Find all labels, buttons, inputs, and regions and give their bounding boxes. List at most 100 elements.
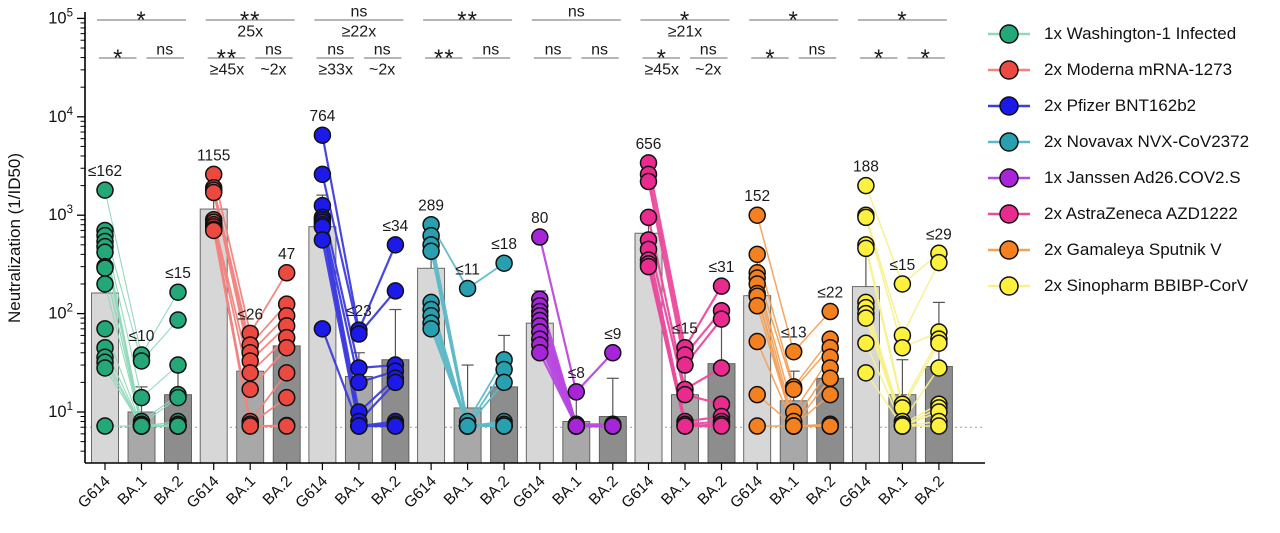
data-point bbox=[748, 245, 766, 264]
x-tick-label: BA.1 bbox=[658, 473, 694, 509]
x-tick-label: BA.2 bbox=[151, 473, 187, 509]
bar-value-label: ≤8 bbox=[568, 365, 585, 382]
bar-value-label: 1155 bbox=[197, 147, 230, 164]
data-point bbox=[169, 417, 187, 435]
bar-value-label: ≤26 bbox=[237, 306, 263, 323]
significance-symbol: * bbox=[680, 7, 690, 34]
legend-label: 2x Moderna mRNA-1273 bbox=[1044, 60, 1233, 79]
fold-change-label: ≥33x bbox=[318, 62, 353, 79]
legend-label: 2x Sinopharm BBIBP-CorV bbox=[1044, 276, 1249, 295]
x-tick-label: BA.1 bbox=[875, 473, 911, 509]
x-tick-label: BA.1 bbox=[332, 473, 368, 509]
data-point bbox=[676, 385, 694, 404]
significance-symbol: ns bbox=[350, 4, 367, 21]
bar-value-label: ≤22 bbox=[817, 285, 843, 302]
significance-symbol: * bbox=[113, 45, 123, 72]
fold-change-label: ~2x bbox=[695, 62, 721, 79]
data-point bbox=[495, 417, 513, 435]
bar-value-label: ≤34 bbox=[383, 218, 409, 235]
significance-symbol: ** bbox=[457, 7, 478, 34]
x-tick-label: BA.2 bbox=[803, 473, 839, 509]
data-point bbox=[96, 359, 114, 377]
significance-symbol: * bbox=[874, 45, 884, 72]
legend-label: 2x Novavax NVX-CoV2372 bbox=[1044, 132, 1250, 151]
data-point bbox=[857, 239, 875, 258]
legend-marker-icon bbox=[988, 96, 1030, 116]
data-point bbox=[676, 356, 694, 374]
data-point bbox=[96, 275, 114, 293]
bar-value-label: 80 bbox=[531, 210, 549, 227]
data-point bbox=[784, 342, 803, 361]
data-point bbox=[784, 380, 803, 399]
legend-item-2x-novavax-nvx-cov2372: 2x Novavax NVX-CoV2372 bbox=[986, 124, 1280, 160]
significance-symbol: * bbox=[136, 7, 146, 34]
fold-change-label: 25x bbox=[237, 24, 263, 41]
legend-marker-icon bbox=[988, 24, 1030, 44]
bar-value-label: 152 bbox=[744, 188, 770, 205]
x-tick-label: BA.2 bbox=[477, 473, 513, 509]
fold-change-label: ≥21x bbox=[668, 24, 703, 41]
x-tick-label: BA.1 bbox=[115, 473, 151, 509]
data-point bbox=[350, 359, 368, 377]
data-point bbox=[531, 228, 549, 246]
x-tick-label: G614 bbox=[618, 473, 657, 512]
data-point bbox=[132, 388, 151, 407]
significance-symbol: * bbox=[920, 45, 930, 72]
y-tick-label: 102 bbox=[48, 303, 73, 323]
bar-value-label: ≤10 bbox=[129, 328, 155, 345]
data-point bbox=[386, 236, 405, 254]
data-point bbox=[132, 417, 151, 435]
data-point bbox=[495, 373, 513, 392]
data-point bbox=[313, 320, 332, 338]
bar-value-label: ≤23 bbox=[346, 303, 372, 320]
x-tick-label: G614 bbox=[292, 473, 331, 512]
group-2x-sinopharm-bbibp-corv: 188 ≤15 ≤29 * * * bbox=[851, 7, 953, 464]
data-point bbox=[821, 385, 839, 404]
x-tick-label: BA.2 bbox=[368, 473, 404, 509]
data-point bbox=[241, 364, 259, 382]
data-point bbox=[277, 338, 296, 357]
bar-value-label: ≤18 bbox=[491, 236, 517, 253]
data-point bbox=[169, 283, 187, 301]
data-point bbox=[930, 334, 948, 352]
y-tick-label: 104 bbox=[48, 106, 73, 126]
data-point bbox=[313, 165, 332, 184]
legend-item-2x-gamaleya-sputnik-v: 2x Gamaleya Sputnik V bbox=[986, 232, 1280, 268]
bar-value-label: ≤13 bbox=[781, 325, 807, 342]
x-tick-label: BA.2 bbox=[260, 473, 296, 509]
data-point bbox=[712, 277, 731, 295]
data-point bbox=[96, 417, 114, 435]
data-point bbox=[567, 417, 586, 435]
data-point bbox=[821, 417, 839, 435]
data-point bbox=[96, 181, 114, 199]
x-tick-label: G614 bbox=[727, 473, 766, 512]
y-tick-label: 103 bbox=[48, 204, 73, 224]
data-point bbox=[313, 231, 332, 249]
significance-symbol: * bbox=[897, 7, 907, 34]
data-point bbox=[857, 309, 875, 327]
bar-value-label: ≤29 bbox=[926, 226, 952, 243]
fold-change-label: ≥22x bbox=[342, 24, 377, 41]
significance-symbol: * bbox=[765, 45, 775, 72]
data-point bbox=[748, 385, 766, 404]
data-point bbox=[748, 417, 766, 435]
legend-label: 2x Gamaleya Sputnik V bbox=[1044, 240, 1222, 259]
data-point bbox=[821, 302, 839, 321]
x-tick-label: BA.1 bbox=[767, 473, 803, 509]
fold-change-label: ≥45x bbox=[644, 62, 679, 79]
bar-value-label: ≤15 bbox=[890, 257, 916, 274]
bar-value-label: 289 bbox=[418, 198, 444, 215]
bar-value-label: ≤9 bbox=[604, 326, 621, 343]
legend-marker-icon bbox=[988, 240, 1030, 260]
data-point bbox=[169, 311, 187, 329]
data-point bbox=[96, 320, 114, 338]
data-point bbox=[857, 176, 875, 195]
data-point bbox=[712, 359, 731, 377]
legend: 1x Washington-1 Infected 2x Moderna mRNA-… bbox=[986, 16, 1280, 304]
significance-symbol: ** bbox=[240, 7, 261, 34]
x-tick-label: BA.1 bbox=[441, 473, 477, 509]
chart-plot: Neutralization (1/ID50) ≤162≤10≤15** ns11… bbox=[5, 4, 985, 512]
chart-content: ≤162≤10≤15** ns1155≤2647**25x**≥45xns~2x7… bbox=[48, 4, 985, 512]
y-tick-label: 105 bbox=[48, 7, 73, 27]
